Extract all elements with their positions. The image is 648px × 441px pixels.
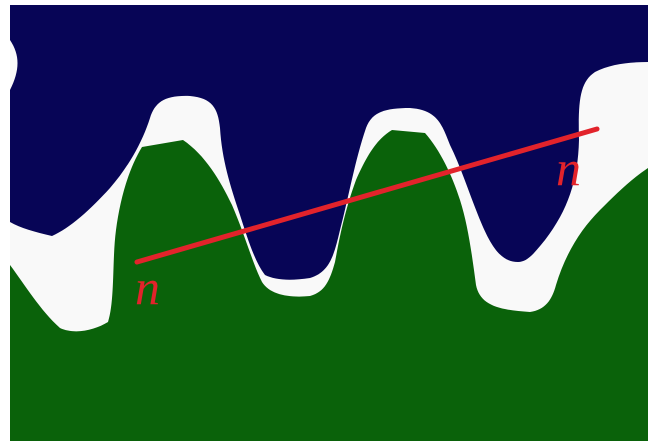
lower-label: n [135,259,160,315]
page: n n (() => { const data = JSON.parse(doc… [0,0,648,441]
upper-label: n [556,140,581,196]
gear-mesh-diagram: n n [0,0,648,441]
